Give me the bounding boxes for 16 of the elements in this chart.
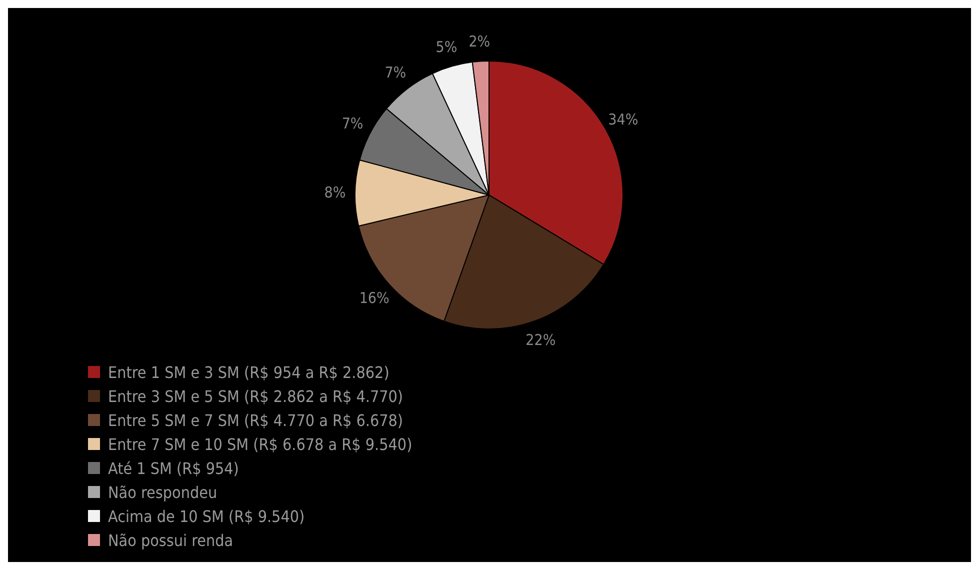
- legend-label: Até 1 SM (R$ 954): [108, 458, 239, 478]
- data-label: 5%: [436, 38, 458, 56]
- legend-label: Entre 7 SM e 10 SM (R$ 6.678 a R$ 9.540): [108, 434, 412, 454]
- data-label: 2%: [468, 32, 490, 50]
- legend-label: Acima de 10 SM (R$ 9.540): [108, 506, 305, 526]
- legend-label: Entre 1 SM e 3 SM (R$ 954 a R$ 2.862): [108, 362, 390, 382]
- legend-label: Entre 3 SM e 5 SM (R$ 2.862 a R$ 4.770): [108, 386, 404, 406]
- data-label: 7%: [342, 114, 364, 133]
- data-label: 8%: [324, 184, 346, 202]
- data-label: 16%: [359, 288, 390, 307]
- data-label: 34%: [608, 110, 638, 128]
- legend-label: Não respondeu: [108, 482, 218, 502]
- legend-label: Não possui renda: [108, 530, 234, 550]
- data-label: 7%: [384, 64, 406, 82]
- legend-label: Entre 5 SM e 7 SM (R$ 4.770 a R$ 6.678): [108, 410, 404, 430]
- data-label: 22%: [526, 331, 556, 350]
